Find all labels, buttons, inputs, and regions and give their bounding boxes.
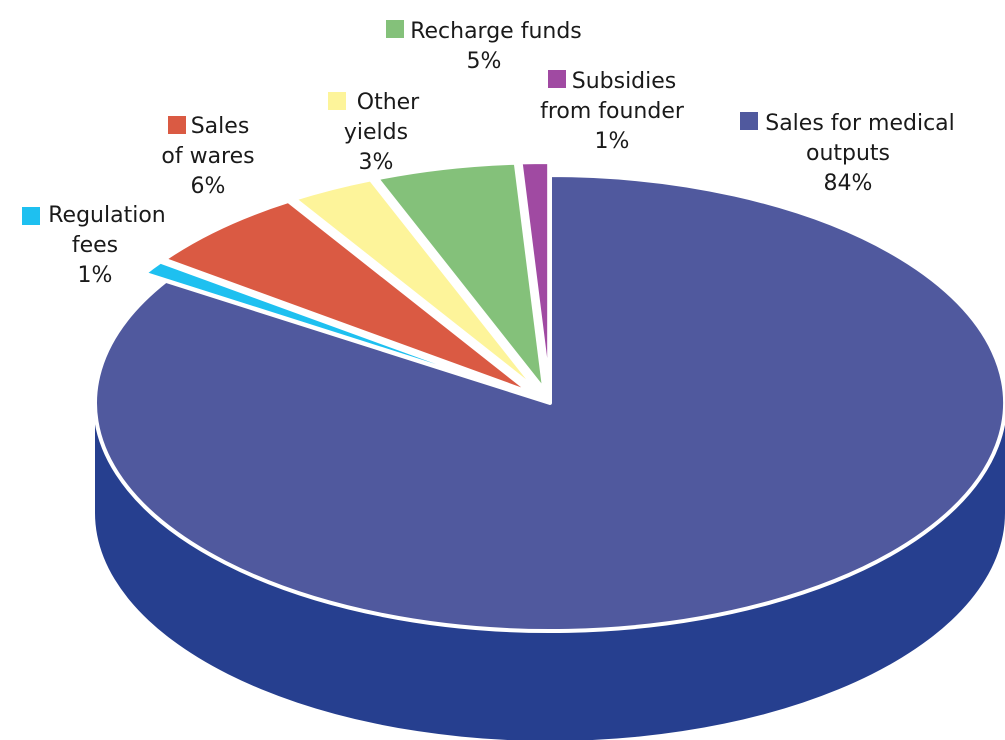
slice-label: Sales of wares 6% xyxy=(161,114,254,199)
slice-label: Subsidies from founder 1% xyxy=(540,69,685,154)
slice-value-label: 3% xyxy=(359,150,394,175)
slice-name-label: Other xyxy=(357,90,420,115)
pie-labels: Sales for medical outputs 84% Regulation fee… xyxy=(22,19,955,288)
slice-label: Recharge funds 5% xyxy=(386,19,582,74)
slice-label: Other yields 3% xyxy=(328,90,420,175)
legend-key xyxy=(386,20,404,38)
slice-value-label: 5% xyxy=(467,49,502,74)
slice-value-label: 6% xyxy=(191,174,226,199)
pie-slice xyxy=(142,259,531,398)
slice-name-label: Regulation xyxy=(48,203,165,228)
slice-name-label: Sales xyxy=(191,114,250,139)
pie-sides xyxy=(95,403,1005,740)
slice-value-label: 1% xyxy=(78,263,113,288)
slice-name-label: from founder xyxy=(540,99,685,124)
slice-name-label: Subsidies xyxy=(572,69,677,94)
slice-label: Regulation fees 1% xyxy=(22,203,166,288)
pie-slice xyxy=(292,177,541,394)
slice-name-label: outputs xyxy=(806,141,890,166)
legend-key xyxy=(740,112,758,130)
slice-value-label: 84% xyxy=(824,171,873,196)
pie-tops xyxy=(93,159,1005,633)
legend-key xyxy=(548,70,566,88)
pie-slice xyxy=(93,173,1005,633)
pie-slice xyxy=(374,160,547,393)
pie-slice-side xyxy=(95,403,1005,740)
slice-name-label: yields xyxy=(344,120,408,145)
legend-key xyxy=(168,116,186,134)
legend-key xyxy=(328,92,346,110)
slice-label: Sales for medical outputs 84% xyxy=(740,111,955,196)
slice-name-label: of wares xyxy=(161,144,254,169)
slice-name-label: Recharge funds xyxy=(410,19,582,44)
slice-value-label: 1% xyxy=(595,129,630,154)
legend-key xyxy=(22,207,40,225)
pie-slice xyxy=(162,198,535,396)
pie-slice xyxy=(518,159,552,392)
slice-name-label: Sales for medical xyxy=(765,111,955,136)
slice-name-label: fees xyxy=(72,233,118,258)
